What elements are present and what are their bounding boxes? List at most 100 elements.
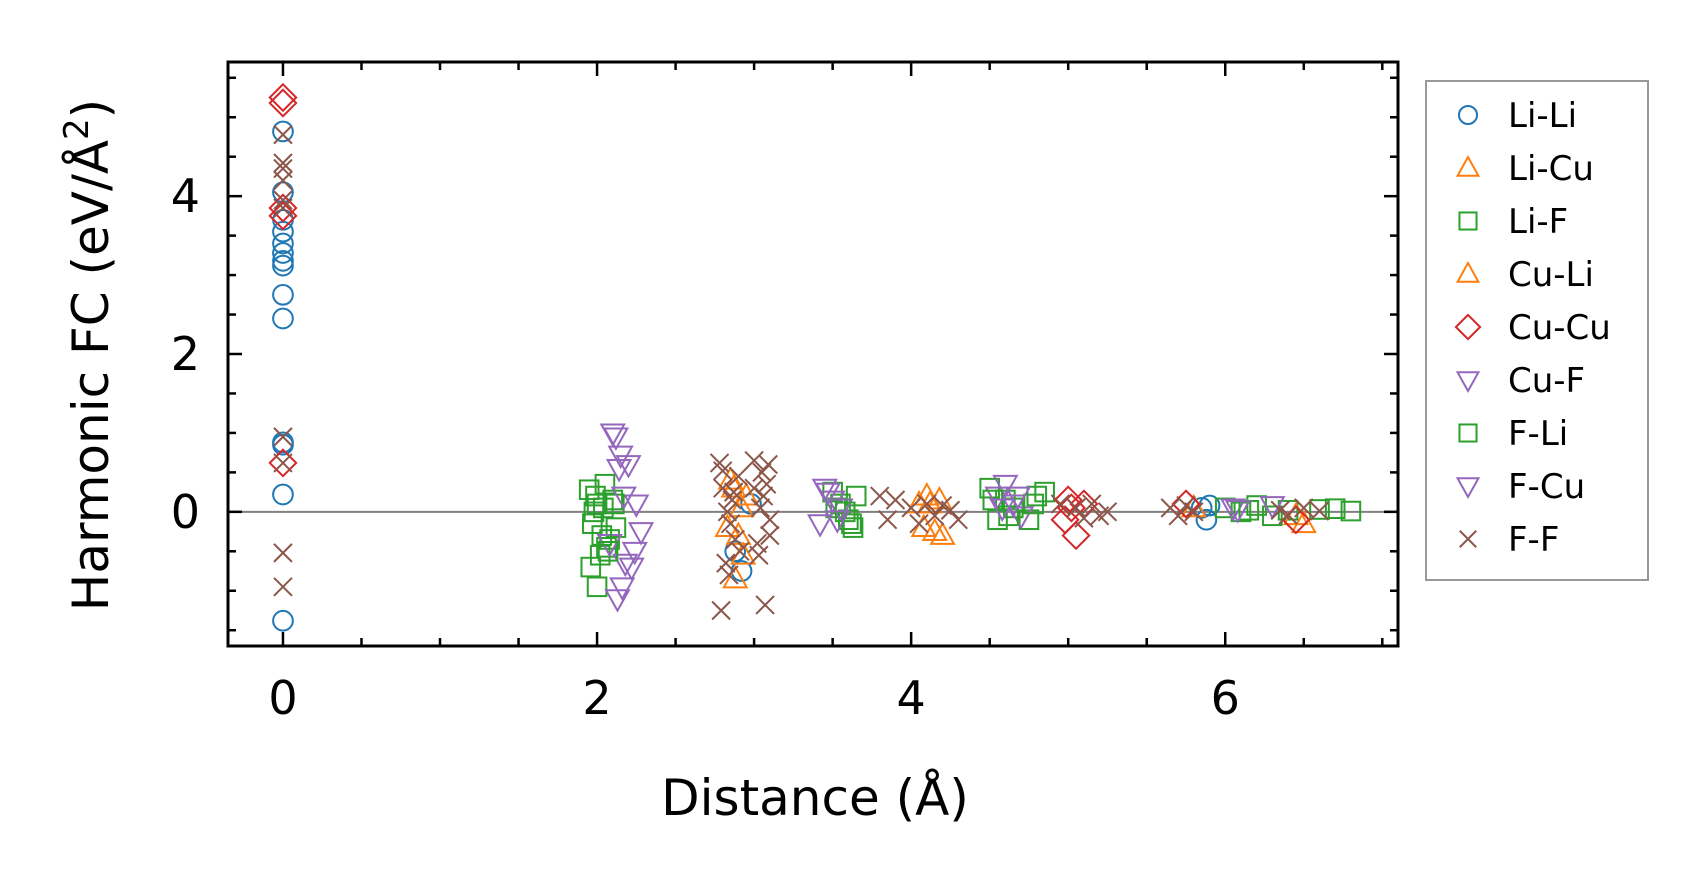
y-tick-label: 0 bbox=[171, 485, 200, 539]
legend: Li-Li Li-Cu Li-F Cu-Li Cu-Cu Cu-F F-Li F-Cu F-F bbox=[1425, 80, 1649, 581]
data-point bbox=[618, 557, 645, 582]
data-point bbox=[272, 283, 294, 306]
y-axis-title-end: ) bbox=[62, 99, 120, 119]
data-point bbox=[591, 525, 613, 546]
data-point bbox=[1050, 505, 1080, 535]
series-li-li bbox=[272, 120, 1221, 632]
data-point bbox=[596, 537, 617, 558]
legend-label: F-Li bbox=[1508, 414, 1568, 454]
data-point bbox=[806, 514, 834, 538]
data-point bbox=[712, 461, 733, 481]
axis-ticks bbox=[228, 62, 1398, 646]
data-point bbox=[610, 486, 637, 511]
data-point bbox=[1082, 494, 1102, 514]
data-point bbox=[605, 459, 633, 483]
data-point bbox=[845, 485, 867, 507]
legend-marker bbox=[1459, 530, 1477, 548]
data-point bbox=[724, 540, 747, 563]
data-point bbox=[272, 220, 294, 243]
data-point bbox=[717, 502, 738, 522]
data-point bbox=[744, 478, 764, 498]
data-point bbox=[597, 540, 619, 562]
data-point bbox=[925, 506, 945, 526]
data-point bbox=[623, 494, 650, 518]
legend-label: F-Cu bbox=[1508, 467, 1585, 507]
data-point bbox=[272, 609, 294, 632]
data-point bbox=[272, 307, 294, 330]
legend-marker bbox=[1455, 477, 1481, 500]
data-point bbox=[1050, 494, 1071, 514]
data-point bbox=[992, 474, 1019, 499]
series-li-cu bbox=[717, 466, 1317, 589]
data-point bbox=[268, 201, 298, 231]
plot-frame bbox=[226, 60, 1400, 648]
data-point bbox=[268, 88, 298, 118]
data-point bbox=[722, 564, 749, 589]
data-point bbox=[1278, 505, 1298, 525]
data-point bbox=[1066, 498, 1086, 518]
data-point bbox=[580, 556, 602, 578]
data-point bbox=[814, 482, 842, 507]
data-point bbox=[909, 513, 929, 534]
series-f-li bbox=[585, 485, 1346, 562]
data-point bbox=[273, 427, 293, 447]
data-point bbox=[612, 553, 639, 578]
data-point bbox=[885, 490, 906, 510]
data-point bbox=[1324, 498, 1346, 519]
data-point bbox=[1340, 500, 1362, 522]
data-point bbox=[602, 427, 630, 451]
legend-label: Li-Cu bbox=[1508, 149, 1594, 189]
data-point bbox=[272, 483, 294, 506]
y-tick-labels: 0 2 4 bbox=[171, 169, 200, 539]
data-point bbox=[273, 543, 293, 563]
legend-label: F-F bbox=[1508, 520, 1559, 560]
data-point bbox=[728, 466, 749, 487]
data-point bbox=[744, 450, 764, 471]
data-point bbox=[273, 124, 293, 145]
data-point bbox=[272, 433, 294, 456]
data-point bbox=[578, 479, 600, 501]
legend-label: Cu-Li bbox=[1508, 255, 1594, 295]
y-axis-title-superscript: 2 bbox=[57, 118, 97, 140]
legend-marker bbox=[1454, 313, 1482, 341]
data-point bbox=[870, 486, 890, 506]
data-point bbox=[272, 232, 294, 255]
data-point bbox=[621, 541, 648, 566]
data-point bbox=[749, 545, 769, 565]
data-point bbox=[753, 486, 774, 506]
data-point bbox=[268, 448, 298, 478]
data-point bbox=[273, 577, 293, 597]
data-point bbox=[1018, 509, 1040, 531]
x-tick-label: 6 bbox=[1211, 671, 1240, 725]
x-tick-labels: 0 2 4 6 bbox=[268, 671, 1240, 725]
data-point bbox=[723, 482, 744, 502]
x-tick-label: 2 bbox=[582, 671, 611, 725]
data-point bbox=[1074, 508, 1094, 528]
data-point bbox=[1309, 501, 1330, 521]
data-point bbox=[273, 198, 293, 218]
data-point bbox=[921, 517, 948, 541]
data-point bbox=[272, 242, 294, 264]
data-point bbox=[984, 486, 1011, 511]
data-point bbox=[948, 510, 968, 530]
data-point bbox=[716, 553, 736, 573]
data-point bbox=[605, 517, 627, 538]
data-point bbox=[877, 510, 898, 530]
y-tick-label: 2 bbox=[171, 327, 200, 381]
data-point bbox=[1004, 486, 1032, 511]
data-point bbox=[760, 510, 780, 530]
data-point bbox=[756, 474, 777, 494]
data-point bbox=[268, 82, 298, 113]
data-point bbox=[273, 170, 293, 191]
data-point bbox=[586, 493, 608, 515]
series-f-f bbox=[273, 124, 1330, 621]
data-point bbox=[719, 565, 739, 585]
data-point bbox=[1007, 506, 1035, 530]
data-point bbox=[1026, 485, 1048, 507]
data-point bbox=[760, 525, 780, 546]
x-tick-label: 4 bbox=[897, 671, 926, 725]
series-li-f bbox=[578, 473, 1362, 598]
y-tick-label: 4 bbox=[171, 169, 200, 223]
data-point bbox=[940, 500, 961, 520]
data-point bbox=[711, 600, 731, 621]
